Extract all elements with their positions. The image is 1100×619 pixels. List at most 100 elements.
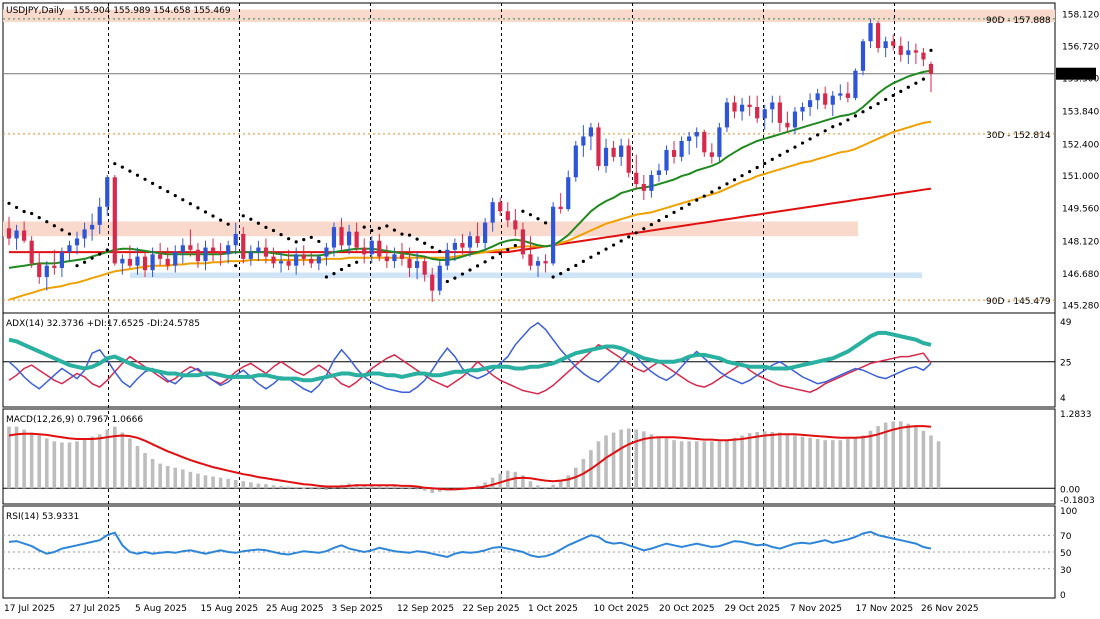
macd-bar xyxy=(362,485,366,489)
candle-body xyxy=(498,202,503,212)
sar-dot xyxy=(173,194,177,198)
sar-dot xyxy=(241,214,245,218)
macd-tick-label: -0.1803 xyxy=(1060,496,1095,506)
macd-bar xyxy=(604,435,608,489)
sar-dot xyxy=(475,264,480,268)
macd-bar xyxy=(128,438,132,489)
macd-bar xyxy=(861,435,865,489)
candle-body xyxy=(218,252,223,255)
sar-dot xyxy=(423,241,427,245)
macd-bar xyxy=(694,441,699,489)
x-tick-label: 17 Nov 2025 xyxy=(856,604,914,614)
macd-bar xyxy=(332,487,336,489)
sar-dot xyxy=(407,233,412,237)
sar-dot xyxy=(559,272,563,276)
candle-body xyxy=(150,254,155,271)
candle-body xyxy=(913,50,918,53)
sar-dot xyxy=(150,181,155,185)
candle-body xyxy=(921,52,926,60)
macd-bar xyxy=(90,436,94,489)
macd-bar xyxy=(808,437,812,489)
sar-dot xyxy=(158,185,162,190)
candle-body xyxy=(339,227,344,246)
candle-body xyxy=(430,274,435,291)
macd-bar xyxy=(929,435,933,489)
sar-dot xyxy=(203,210,208,214)
candle-body xyxy=(928,63,934,74)
price-tick-label: 151.000 xyxy=(1062,172,1099,182)
sar-dot xyxy=(921,77,926,81)
candles xyxy=(6,18,934,302)
sar-dot xyxy=(838,122,842,126)
price-axis: 158.120156.720155.300153.840152.400151.0… xyxy=(1056,11,1099,312)
candle-body xyxy=(830,95,835,105)
price-tick-label: 158.120 xyxy=(1062,11,1099,21)
price-tick-label: 145.280 xyxy=(1062,302,1099,312)
sar-dot xyxy=(7,201,11,205)
sar-dot xyxy=(528,213,533,217)
macd-bar xyxy=(188,471,193,489)
adx-title: ADX(14) 32.3736 +DI:17.6525 -DI:24.5785 xyxy=(6,319,200,329)
macd-bar xyxy=(732,437,737,489)
sar-dot xyxy=(400,232,404,236)
price-tick-label: 152.400 xyxy=(1062,140,1099,150)
candle-body xyxy=(248,252,253,259)
candle-body xyxy=(823,93,828,105)
macd-bar xyxy=(800,436,805,489)
macd-bar xyxy=(286,486,291,489)
sar-dot xyxy=(906,85,910,89)
sar-dot xyxy=(884,97,888,102)
sar-dot xyxy=(143,177,147,181)
sar-dot xyxy=(816,133,820,137)
sar-dot xyxy=(339,267,344,272)
macd-bar xyxy=(747,433,752,489)
candle-body xyxy=(195,249,201,262)
sar-dot xyxy=(748,170,752,174)
sar-dot xyxy=(536,217,540,221)
sar-dot xyxy=(430,245,434,249)
adx-line xyxy=(8,330,932,383)
x-tick-label: 17 Jul 2025 xyxy=(4,604,55,614)
macd-bar xyxy=(422,488,427,491)
macd-tick-label: 0.00 xyxy=(1060,485,1080,495)
sar-dot xyxy=(702,194,706,198)
sar-dot xyxy=(453,276,457,280)
sar-dot xyxy=(604,247,608,251)
macd-bar xyxy=(906,423,911,489)
candle-body xyxy=(188,245,193,250)
adx-tick-label: 49 xyxy=(1060,318,1072,328)
candle-body xyxy=(37,263,42,277)
sar-dot xyxy=(551,275,555,279)
sar-dot xyxy=(67,232,72,236)
candle-body xyxy=(445,249,450,266)
last-price-label: 155.469 xyxy=(1059,71,1096,81)
macd-bar xyxy=(762,431,767,489)
macd-bar xyxy=(543,487,548,489)
candle-body xyxy=(641,184,646,191)
macd-bar xyxy=(717,441,722,489)
macd-bar xyxy=(233,480,238,489)
candle-body xyxy=(755,107,760,119)
sar-dot xyxy=(445,279,449,284)
candle-body xyxy=(732,102,737,112)
price-tick-label: 148.120 xyxy=(1062,237,1099,247)
macd-bar xyxy=(37,435,42,489)
macd-bar xyxy=(868,430,873,489)
candle-body xyxy=(362,247,367,255)
candle-body xyxy=(173,252,178,266)
candle-body xyxy=(165,258,170,266)
sar-dot xyxy=(687,202,691,206)
candle-body xyxy=(422,261,427,275)
candle-body xyxy=(596,127,601,166)
sar-dot xyxy=(287,237,291,241)
sar-dot xyxy=(581,259,585,263)
candle-body xyxy=(656,170,662,175)
price-tick-label: 153.840 xyxy=(1062,108,1099,118)
time-axis: 17 Jul 2025 27 Jul 2025 5 Aug 2025 15 Aug 2… xyxy=(4,604,979,614)
macd-bar xyxy=(921,430,926,489)
sar-dot xyxy=(521,209,525,213)
candle-body xyxy=(883,41,888,49)
x-tick-label: 3 Sep 2025 xyxy=(332,604,383,614)
candle-body xyxy=(67,245,72,253)
